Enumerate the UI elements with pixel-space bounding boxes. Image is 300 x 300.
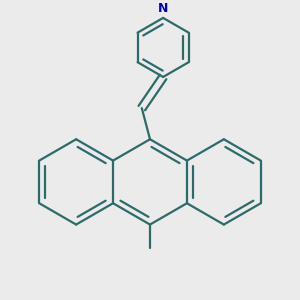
Text: N: N [158,2,168,15]
